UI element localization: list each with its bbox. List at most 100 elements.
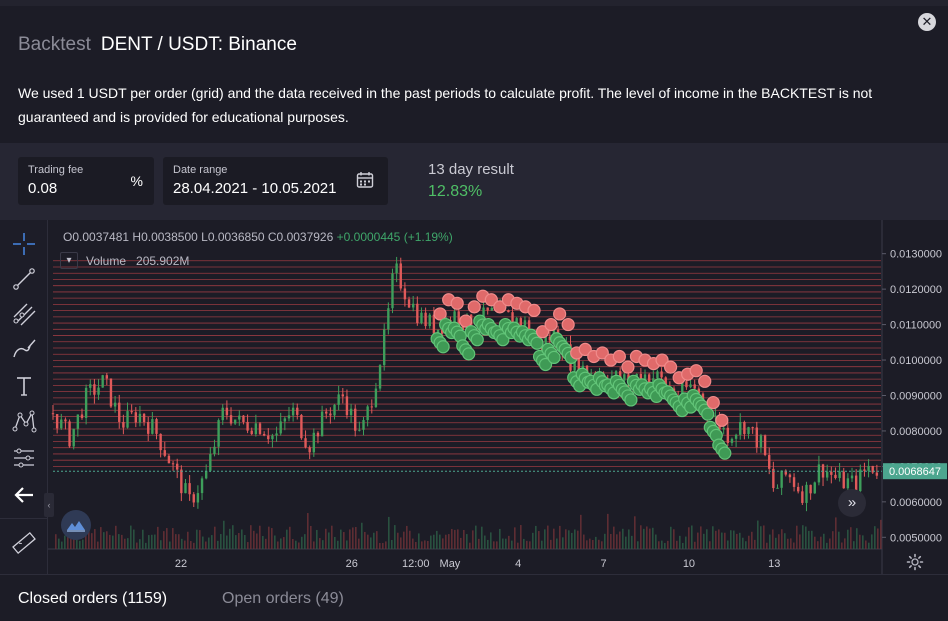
candle-body	[842, 471, 845, 489]
tab-open-orders[interactable]: Open orders (49)	[222, 590, 344, 607]
volume-bar	[94, 529, 96, 549]
volume-bar	[184, 540, 186, 549]
brush-icon[interactable]	[10, 335, 38, 363]
volume-bar	[592, 539, 594, 549]
candle-body	[722, 427, 725, 430]
candle-body	[739, 421, 742, 435]
volume-bar	[859, 534, 861, 549]
price-chart[interactable]: 0.0130000 0.0120000 0.0110000 0.0100000 0.00…	[48, 220, 948, 574]
crosshair-icon[interactable]	[10, 230, 38, 258]
volume-bar	[103, 532, 105, 549]
volume-bar	[82, 539, 84, 549]
trading-fee-field[interactable]: Trading fee 0.08 %	[18, 157, 154, 205]
volume-bar	[580, 514, 582, 549]
volume-bar	[676, 540, 678, 549]
candle-body	[755, 427, 758, 448]
candle-body	[486, 307, 489, 311]
volume-bar	[667, 540, 669, 549]
candle-body	[84, 387, 88, 418]
time-tick-label: 10	[683, 558, 695, 570]
calendar-icon[interactable]	[356, 171, 374, 189]
sell-order-marker	[706, 395, 720, 410]
candle-body	[51, 413, 55, 415]
volume-bar	[751, 531, 753, 549]
candle-body	[196, 493, 200, 503]
volume-bar	[670, 526, 672, 549]
volume-bar	[565, 529, 567, 549]
candle-body	[590, 373, 593, 375]
candle-body	[238, 415, 241, 420]
volume-bar	[226, 535, 228, 549]
candle-body	[639, 373, 643, 383]
candle-body	[229, 415, 233, 424]
tab-closed-orders[interactable]: Closed orders (1159)	[18, 590, 168, 607]
candle-body	[316, 432, 320, 437]
candle-body	[428, 314, 431, 327]
date-range-field[interactable]: Date range 28.04.2021 - 10.05.2021	[163, 157, 388, 205]
volume-bar	[412, 538, 414, 549]
candle-body	[527, 320, 531, 335]
candle-body	[399, 263, 402, 289]
ruler-icon[interactable]	[10, 529, 38, 557]
volume-bar	[517, 542, 519, 549]
pattern-icon[interactable]	[10, 408, 38, 436]
trend-line-icon[interactable]	[10, 265, 38, 293]
candle-body	[751, 427, 754, 429]
volume-bar	[589, 538, 591, 549]
volume-bar	[256, 533, 258, 549]
collapse-toolbar-icon[interactable]: ‹	[44, 493, 54, 517]
chart-logo-icon[interactable]	[61, 510, 91, 540]
candle-body	[80, 414, 84, 418]
candle-body	[403, 288, 407, 300]
volume-bar	[343, 532, 345, 549]
candle-body	[867, 465, 870, 471]
candle-body	[801, 491, 804, 503]
volume-bar	[460, 537, 462, 549]
volume-bar	[793, 542, 795, 549]
text-icon[interactable]	[10, 372, 38, 400]
pitchfork-icon[interactable]	[10, 300, 38, 328]
volume-bar	[139, 539, 141, 549]
volume-bar	[634, 516, 636, 549]
candle-body	[784, 470, 787, 475]
volume-bar	[829, 538, 831, 549]
volume-bar	[430, 535, 432, 549]
volume-bar	[298, 542, 300, 549]
candle-body	[407, 299, 411, 308]
chevron-down-icon[interactable]: ▾	[60, 252, 78, 269]
back-arrow-icon[interactable]	[10, 481, 38, 509]
chart-canvas[interactable]: 0.0130000 0.0120000 0.0110000 0.0100000 0.00…	[48, 220, 948, 574]
candle-body	[233, 419, 237, 424]
volume-bar	[115, 525, 117, 549]
candle-body	[664, 377, 667, 387]
trading-fee-value[interactable]: 0.08	[28, 180, 58, 197]
candle-body	[258, 423, 262, 434]
volume-bar	[277, 541, 279, 549]
volume-bar	[769, 534, 771, 549]
volume-bar	[136, 542, 138, 549]
candle-body	[89, 384, 92, 388]
volume-bar	[271, 528, 273, 549]
prediction-icon[interactable]	[10, 444, 38, 472]
candle-body	[142, 413, 146, 423]
volume-bar	[661, 540, 663, 549]
volume-bar	[274, 535, 276, 549]
volume-bar	[70, 538, 72, 549]
volume-bar	[880, 519, 882, 549]
close-icon[interactable]: ✕	[918, 13, 936, 31]
volume-bar	[721, 532, 723, 549]
gear-icon[interactable]	[906, 553, 924, 571]
volume-bar	[202, 536, 204, 549]
candle-body	[383, 329, 386, 366]
sell-order-marker	[493, 300, 507, 314]
volume-bar	[214, 526, 216, 549]
volume-bar	[784, 533, 786, 549]
scroll-to-realtime-icon[interactable]: »	[838, 489, 866, 517]
ohlc-low: L0.0036850	[201, 230, 265, 244]
volume-bar	[736, 533, 738, 549]
date-range-value[interactable]: 28.04.2021 - 10.05.2021	[173, 180, 337, 197]
volume-bar	[61, 541, 63, 549]
volume-bar	[532, 532, 534, 549]
volume-bar	[235, 535, 237, 549]
time-tick-label: 26	[346, 558, 358, 570]
